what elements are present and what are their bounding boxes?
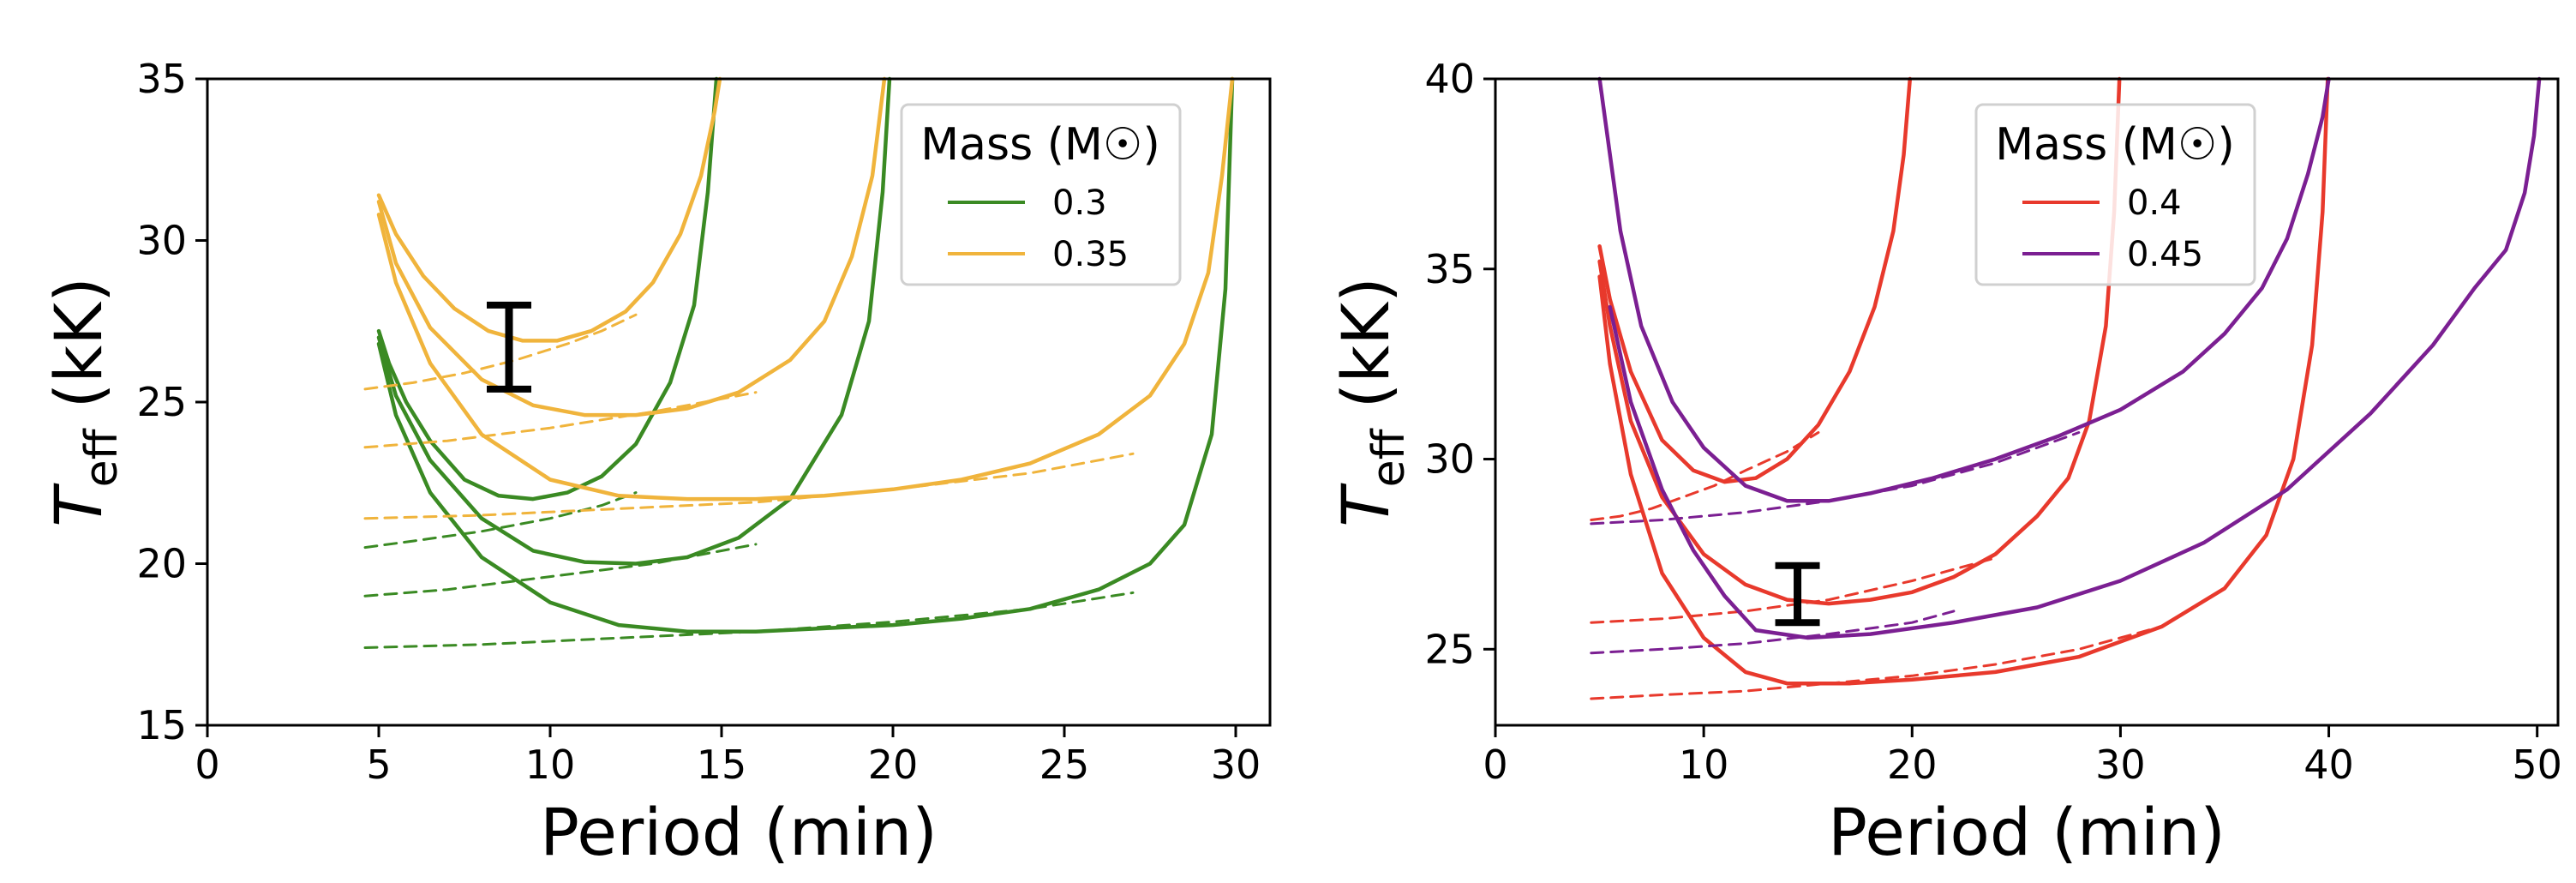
right-x-tick-label-4: 40 [2303,742,2354,788]
left-series-line-9 [363,313,638,391]
left-errorbar-layer [487,301,531,393]
right-y-axis-label-T: T [1327,483,1404,527]
right-series-line-6 [1597,76,2331,503]
right-x-tick-label-3: 30 [2095,742,2146,788]
left-legend-label-1: 0.35 [1052,235,1129,274]
left-y-tick-label-2: 25 [136,379,187,425]
left-y-axis-label: Teff (kK) [40,277,128,527]
right-legend-box [1974,103,2256,286]
right-legend-title: Mass (M☉) [1995,119,2235,171]
right-series-line-1 [1597,76,2122,606]
left-series-layer [363,76,1235,649]
right-y-tick-label-3: 40 [1424,56,1475,102]
right-y-tick-label-2: 35 [1424,246,1475,292]
right-series-line-5 [1590,625,2164,700]
right-x-tick-label-1: 10 [1679,742,1729,788]
left-y-axis-label-sub: eff [76,428,128,487]
right-y-axis-label-unit: (kK) [1327,277,1404,429]
left-x-ticks: 0 5 10 15 20 25 30 [195,725,1261,788]
right-errorbar-layer [1775,562,1820,627]
left-x-axis-label: Period (min) [540,794,938,870]
left-y-axis-label-T: T [40,483,117,527]
left-x-tick-label-2: 10 [525,742,576,788]
left-legend-title: Mass (M☉) [920,119,1160,171]
left-y-tick-label-0: 15 [136,702,187,748]
left-series-line-0 [376,76,719,502]
right-series-line-3 [1590,431,1820,521]
left-series-line-1 [376,76,892,566]
left-x-tick-label-4: 20 [868,742,919,788]
left-y-tick-label-3: 30 [136,218,187,264]
left-series-line-7 [376,76,887,417]
right-series-line-0 [1597,76,1913,484]
left-y-axis-label-unit: (kK) [40,277,117,429]
right-x-tick-label-5: 50 [2512,742,2562,788]
right-plot-frame [1494,77,2560,727]
right-x-tick-label-0: 0 [1483,742,1507,788]
left-y-tick-label-1: 20 [136,541,187,587]
left-x-tick-label-5: 25 [1039,742,1090,788]
right-x-ticks: 0 10 20 30 40 50 [1483,725,2562,788]
right-y-tick-label-1: 30 [1424,436,1475,483]
right-x-axis-label: Period (min) [1828,794,2226,870]
left-y-ticks: 15 20 25 30 35 [136,56,207,748]
right-series-line-9 [1590,610,1956,655]
left-x-tick-label-0: 0 [195,742,219,788]
right-x-tick-label-2: 20 [1887,742,1938,788]
left-legend-box [900,103,1182,286]
left-series-line-10 [363,391,758,449]
right-y-axis-label-sub: eff [1363,428,1415,487]
right-series-line-8 [1590,431,2081,526]
left-x-tick-label-6: 30 [1211,742,1261,788]
left-series-line-3 [363,491,638,550]
right-series-line-7 [1608,76,2542,640]
right-legend-label-0: 0.4 [2127,183,2182,223]
right-legend-label-1: 0.45 [2127,235,2203,274]
right-legend: Mass (M☉) 0.4 0.45 [1974,103,2256,286]
left-series-line-6 [376,76,722,343]
left-x-tick-label-3: 15 [697,742,747,788]
left-x-tick-label-1: 5 [366,742,391,788]
left-series-line-5 [363,591,1135,649]
left-series-line-4 [363,543,758,598]
right-y-ticks: 25 30 35 40 [1424,56,1495,672]
left-series-line-2 [376,76,1235,634]
right-y-axis-label: Teff (kK) [1327,277,1415,527]
right-series-layer [1590,76,2542,700]
right-series-line-4 [1590,556,1997,624]
right-series-line-2 [1597,76,2330,686]
left-legend-label-0: 0.3 [1052,183,1107,223]
left-legend: Mass (M☉) 0.3 0.35 [900,103,1182,286]
left-chart-panel: 0 5 10 15 20 25 30 15 20 25 30 35 Mass (M☉) 0.3 0.… [40,56,1272,870]
right-y-tick-label-0: 25 [1424,626,1475,672]
left-y-tick-label-4: 35 [136,56,187,102]
